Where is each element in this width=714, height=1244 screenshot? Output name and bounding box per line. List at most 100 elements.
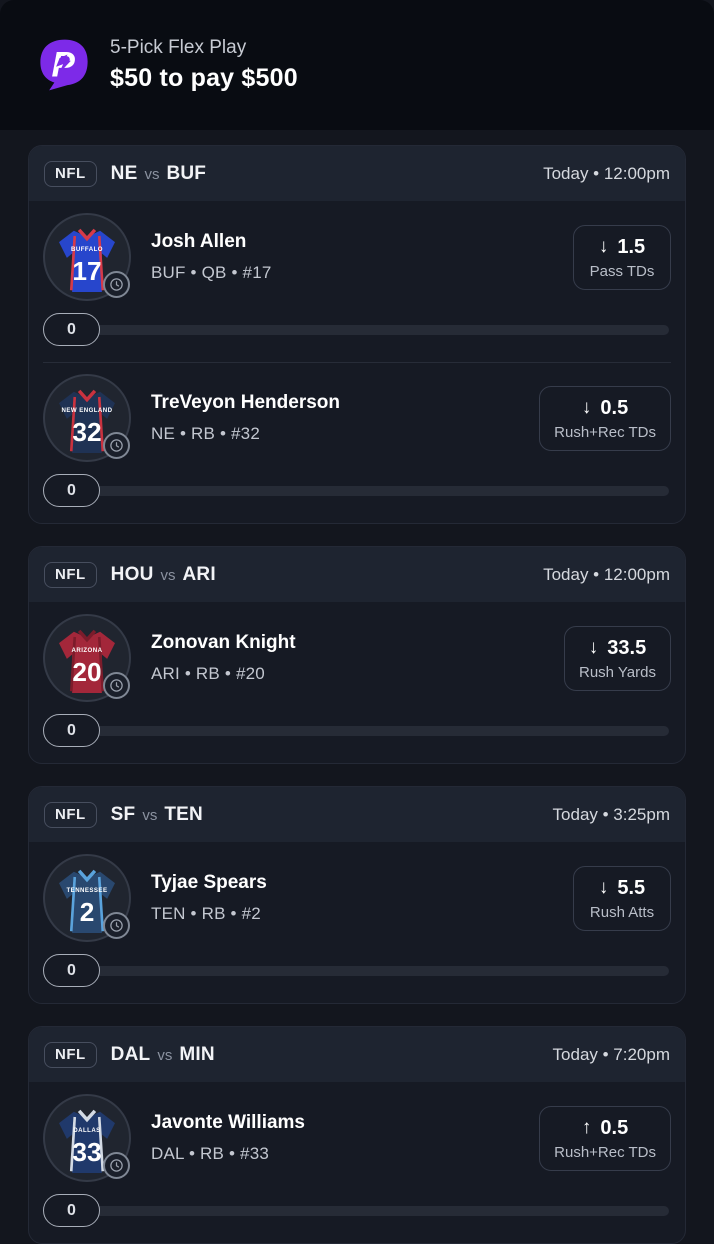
- jersey-number: 33: [72, 1137, 101, 1167]
- jersey-team-label: ARIZONA: [72, 647, 103, 654]
- player-row[interactable]: TENNESSEE 2 Tyjae Spears TEN • RB • #2 ↓…: [29, 842, 685, 1003]
- vs-label: vs: [142, 806, 158, 824]
- matchup-team-b: ARI: [182, 563, 216, 585]
- player-meta: TEN • RB • #2: [151, 904, 261, 923]
- jersey-stripe-right: [97, 1116, 105, 1172]
- progress-track: [47, 485, 669, 496]
- clock-badge-icon: [103, 912, 130, 939]
- jersey-collar: [77, 1109, 97, 1123]
- game-card-header: NFL NE vs BUF Today • 12:00pm: [29, 146, 685, 201]
- progress-value: 0: [67, 1201, 76, 1219]
- down-arrow-icon: ↓: [588, 637, 599, 658]
- player-name: Josh Allen: [151, 231, 247, 252]
- player-row[interactable]: DALLAS 33 Javonte Williams DAL • RB • #3…: [29, 1082, 685, 1243]
- entry-title: 5-Pick Flex Play: [110, 37, 247, 58]
- clock-badge-icon: [103, 271, 130, 298]
- jersey-team-label: BUFFALO: [71, 246, 103, 253]
- projection-box[interactable]: ↓ 1.5 Pass TDs: [573, 224, 671, 290]
- progress-bar: 0: [43, 474, 671, 507]
- jersey-stripe-right: [97, 876, 105, 932]
- player-row[interactable]: NEW ENGLAND 32 TreVeyon Henderson NE • R…: [29, 362, 685, 523]
- progress-track: [47, 1205, 669, 1216]
- progress-track: [47, 965, 669, 976]
- projection-box[interactable]: ↓ 33.5 Rush Yards: [564, 625, 671, 691]
- player-rows: TENNESSEE 2 Tyjae Spears TEN • RB • #2 ↓…: [29, 842, 685, 1003]
- league-badge: NFL: [44, 160, 97, 187]
- jersey-icon: ARIZONA 20: [59, 629, 115, 693]
- projection-box[interactable]: ↑ 0.5 Rush+Rec TDs: [539, 1105, 671, 1171]
- stat-type: Rush Atts: [589, 903, 655, 921]
- player-name: Zonovan Knight: [151, 632, 296, 653]
- projection-value: 33.5: [607, 636, 647, 659]
- progress-value-pill: 0: [43, 313, 100, 346]
- game-card: NFL HOU vs ARI Today • 12:00pm ARIZONA 2…: [28, 546, 686, 764]
- progress-track: [47, 725, 669, 736]
- player-jersey-avatar: DALLAS 33: [43, 1094, 131, 1182]
- jersey-stripe-left: [69, 636, 77, 692]
- player-name: TreVeyon Henderson: [151, 392, 341, 413]
- game-card: NFL NE vs BUF Today • 12:00pm BUFFALO 17: [28, 145, 686, 524]
- jersey-team-label: DALLAS: [73, 1127, 100, 1134]
- entry-payout: $50 to pay $500: [110, 64, 298, 92]
- progress-bar: 0: [43, 714, 671, 747]
- player-rows: BUFFALO 17 Josh Allen BUF • QB • #17 ↓ 1…: [29, 201, 685, 523]
- matchup-team-b: TEN: [164, 803, 203, 825]
- jersey-stripe-left: [69, 876, 77, 932]
- progress-value-pill: 0: [43, 714, 100, 747]
- jersey-stripe-right: [97, 636, 105, 692]
- player-name: Tyjae Spears: [151, 872, 267, 893]
- game-card-header: NFL SF vs TEN Today • 3:25pm: [29, 787, 685, 842]
- clock-badge-icon: [103, 1152, 130, 1179]
- player-jersey-avatar: TENNESSEE 2: [43, 854, 131, 942]
- entry-header: P 5-Pick Flex Play $50 to pay $500: [0, 0, 714, 130]
- jersey-number: 2: [80, 897, 95, 927]
- matchup-team-a: DAL: [110, 1043, 151, 1065]
- jersey-collar: [77, 389, 97, 403]
- matchup: NE vs BUF: [111, 163, 206, 185]
- stat-type: Rush+Rec TDs: [554, 1143, 656, 1161]
- player-row[interactable]: ARIZONA 20 Zonovan Knight ARI • RB • #20…: [29, 602, 685, 763]
- jersey-stripe-left: [69, 396, 77, 452]
- jersey-stripe-left: [69, 1116, 77, 1172]
- matchup-team-a: SF: [110, 803, 136, 825]
- matchup: SF vs TEN: [111, 804, 203, 826]
- player-meta: BUF • QB • #17: [151, 263, 272, 282]
- vs-label: vs: [160, 566, 176, 584]
- game-time: Today • 12:00pm: [543, 163, 670, 183]
- jersey-team-label: TENNESSEE: [67, 887, 108, 894]
- matchup-team-b: MIN: [179, 1043, 215, 1065]
- jersey-icon: BUFFALO 17: [59, 228, 115, 292]
- vs-label: vs: [157, 1046, 173, 1064]
- game-time: Today • 12:00pm: [543, 564, 670, 584]
- clock-badge-icon: [103, 432, 130, 459]
- stat-type: Rush Yards: [579, 663, 656, 681]
- jersey-stripe-right: [97, 396, 105, 452]
- progress-bar: 0: [43, 954, 671, 987]
- jersey-icon: NEW ENGLAND 32: [59, 389, 115, 453]
- down-arrow-icon: ↓: [581, 397, 592, 418]
- projection-box[interactable]: ↓ 5.5 Rush Atts: [573, 865, 671, 931]
- player-jersey-avatar: ARIZONA 20: [43, 614, 131, 702]
- jersey-collar: [77, 228, 97, 242]
- projection-box[interactable]: ↓ 0.5 Rush+Rec TDs: [539, 385, 671, 451]
- projection-value: 1.5: [617, 235, 646, 258]
- progress-value: 0: [67, 320, 76, 338]
- player-row[interactable]: BUFFALO 17 Josh Allen BUF • QB • #17 ↓ 1…: [29, 201, 685, 362]
- up-arrow-icon: ↑: [581, 1117, 592, 1138]
- game-card-header: NFL DAL vs MIN Today • 7:20pm: [29, 1027, 685, 1082]
- progress-track: [47, 324, 669, 335]
- matchup-team-a: NE: [110, 162, 138, 184]
- progress-bar: 0: [43, 1194, 671, 1227]
- jersey-number: 20: [72, 657, 101, 687]
- jersey-icon: DALLAS 33: [59, 1109, 115, 1173]
- projection-value: 5.5: [617, 876, 646, 899]
- player-meta: NE • RB • #32: [151, 424, 260, 443]
- stat-type: Pass TDs: [589, 262, 655, 280]
- prizepicks-logo-icon: P: [36, 37, 92, 93]
- league-badge: NFL: [44, 801, 97, 828]
- clock-badge-icon: [103, 672, 130, 699]
- progress-value: 0: [67, 961, 76, 979]
- player-meta: DAL • RB • #33: [151, 1144, 270, 1163]
- jersey-stripe-left: [69, 235, 77, 291]
- jersey-collar: [77, 869, 97, 883]
